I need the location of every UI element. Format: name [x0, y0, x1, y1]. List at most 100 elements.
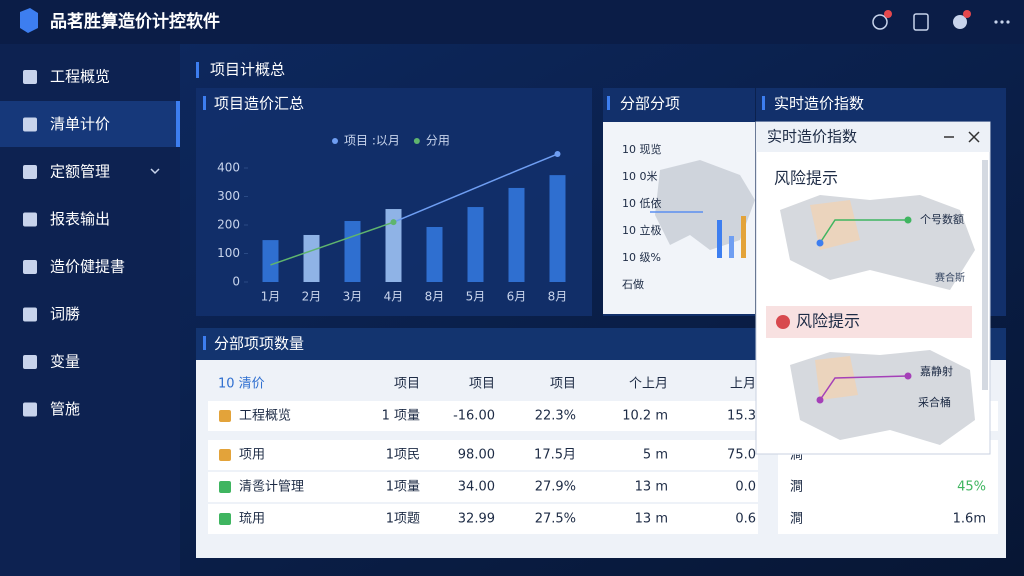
table-cell: 工程概览: [239, 408, 291, 424]
table-cell: 项用: [239, 448, 265, 463]
list-item: 10 低依: [622, 197, 662, 210]
panel-title: 分部分项: [620, 95, 680, 113]
risk-title: 风险提示: [796, 312, 860, 331]
series-line: [270, 221, 394, 266]
table-cell: 13 m: [635, 512, 668, 527]
table-cell: 1 项量: [382, 409, 420, 424]
map-dot: [904, 372, 912, 380]
legend-dot: [332, 138, 338, 144]
table-header: 10 清价: [218, 377, 265, 392]
table-cell: 27.5%: [535, 512, 576, 527]
list-item: 10 级%: [622, 251, 661, 264]
panel-marker: [203, 336, 206, 350]
x-tick-label: 6月: [507, 290, 527, 304]
table-header: 个上月: [629, 377, 668, 392]
table-cell: 1项题: [386, 512, 420, 527]
x-tick-label: 4月: [384, 290, 404, 304]
bar: [508, 187, 525, 282]
row-box: [778, 440, 998, 534]
table-cell: 13 m: [635, 480, 668, 495]
legend-label: 分用: [426, 134, 450, 148]
list-item: 10 立极: [622, 223, 662, 237]
table-title: 分部项项数量: [214, 335, 304, 353]
list-item: 石做: [622, 277, 644, 291]
nav-icon: [23, 260, 37, 274]
nav-item[interactable]: 清单计价: [50, 115, 110, 133]
row-icon: [219, 449, 231, 461]
panel-title: 项目造价汇总: [214, 95, 304, 113]
table-cell: 17.5月: [534, 448, 576, 463]
table-cell: 琉用: [239, 512, 265, 527]
y-tick-label: 200: [217, 218, 240, 232]
table-cell: 1项民: [386, 448, 420, 463]
table-cell: 98.00: [458, 448, 495, 463]
table-cell: 22.3%: [535, 409, 576, 424]
alert-icon[interactable]: [953, 15, 967, 29]
route: [819, 375, 909, 401]
nav-icon: [23, 402, 37, 417]
close-button[interactable]: [968, 131, 980, 143]
x-tick-label: 3月: [343, 290, 363, 304]
legend-dot: [413, 138, 420, 144]
route: [819, 219, 908, 244]
nav-item[interactable]: 词勝: [50, 305, 80, 323]
table-cell: 清卺计管理: [239, 480, 304, 495]
table-cell: 0.0: [735, 480, 756, 495]
table-header: 项目: [394, 377, 420, 392]
popup-title: 实时造价指数: [767, 128, 857, 146]
row-box: [208, 472, 758, 502]
nav-item[interactable]: 变量: [50, 353, 80, 371]
mini-bar: [729, 236, 734, 258]
section-marker: [196, 62, 199, 78]
y-tick-label: 0: [232, 275, 240, 289]
table-cell: 45%: [957, 480, 986, 495]
map-label: 采合桶: [918, 395, 951, 409]
doc-icon[interactable]: [913, 13, 929, 31]
map-dot: [816, 239, 824, 247]
bar: [467, 207, 484, 282]
table-cell: 75.0: [727, 448, 756, 463]
chevron: [150, 168, 160, 175]
y-tick-label: 400: [217, 161, 240, 175]
x-tick-label: 1月: [261, 290, 281, 304]
risk-title: 风险提示: [774, 169, 838, 188]
table-cell: 5 m: [643, 448, 668, 463]
badge: [963, 10, 971, 18]
row-box: [208, 504, 758, 534]
panel-title: 实时造价指数: [774, 95, 864, 113]
x-tick-label: 5月: [466, 290, 486, 304]
table-cell: -16.00: [453, 409, 495, 424]
bell-icon[interactable]: [872, 14, 888, 30]
table-cell: 32.99: [458, 512, 495, 527]
legend-label: 项目 :以月: [344, 134, 400, 148]
mini-bar: [741, 216, 746, 258]
scrollbar[interactable]: [982, 160, 988, 390]
list-item: 10 0米: [622, 170, 658, 183]
nav-item[interactable]: 管施: [50, 400, 80, 418]
map-label: 嘉静射: [920, 364, 953, 378]
risk-banner: [766, 306, 972, 338]
panel-marker: [203, 96, 206, 110]
series-point: [390, 219, 397, 226]
risk-icon: [776, 315, 790, 329]
header-bar: [0, 0, 1024, 44]
series-line: [393, 153, 558, 223]
panel-marker: [762, 96, 765, 110]
nav-item[interactable]: 定额管理: [50, 163, 110, 181]
active-marker: [176, 101, 180, 147]
table-cell: 34.00: [458, 480, 495, 495]
nav-item[interactable]: 报表输出: [50, 210, 110, 228]
bar: [549, 175, 566, 282]
more-icon[interactable]: [994, 20, 1010, 24]
nav-item[interactable]: 工程概览: [50, 68, 110, 86]
x-tick-label: 8月: [425, 290, 445, 304]
table-cell: 10.2 m: [622, 409, 668, 424]
nav-icon: [23, 307, 37, 322]
map-region: [810, 200, 860, 250]
nav-item[interactable]: 造价健提書: [50, 258, 125, 276]
bar: [426, 226, 443, 282]
row-icon: [219, 481, 231, 493]
x-tick-label: 2月: [302, 290, 322, 304]
badge: [884, 10, 892, 18]
